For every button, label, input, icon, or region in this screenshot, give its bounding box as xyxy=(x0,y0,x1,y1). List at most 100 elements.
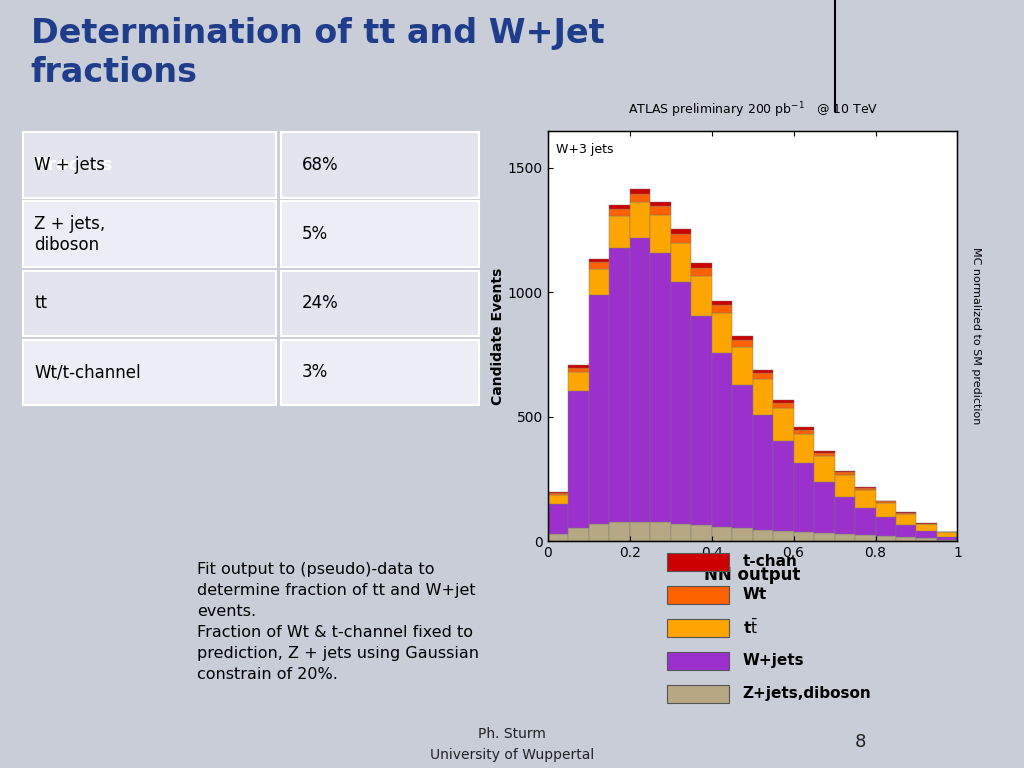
Bar xyxy=(896,525,916,537)
Bar xyxy=(568,366,589,368)
Bar xyxy=(630,190,650,194)
Bar xyxy=(668,553,729,571)
Text: Z + jets,
diboson: Z + jets, diboson xyxy=(35,215,105,253)
Bar xyxy=(671,233,691,243)
Bar xyxy=(896,537,916,541)
Bar xyxy=(753,372,773,379)
Bar xyxy=(568,368,589,372)
Bar xyxy=(568,528,589,541)
Bar xyxy=(671,229,691,233)
Bar xyxy=(773,442,794,531)
Bar xyxy=(896,514,916,525)
Bar xyxy=(773,400,794,403)
Bar xyxy=(609,208,630,217)
Bar xyxy=(650,201,671,207)
Bar xyxy=(609,522,630,541)
Text: Wt/t-channel: Wt/t-channel xyxy=(35,363,141,382)
Bar xyxy=(773,403,794,409)
Text: W+jets: W+jets xyxy=(742,654,805,668)
Bar xyxy=(548,492,568,493)
Bar xyxy=(23,201,276,267)
Bar xyxy=(937,532,957,537)
Bar xyxy=(668,619,729,637)
Bar xyxy=(835,497,855,534)
Bar xyxy=(732,336,753,340)
Bar xyxy=(609,248,630,522)
Bar xyxy=(630,194,650,202)
Bar xyxy=(548,495,568,504)
Bar xyxy=(876,518,896,536)
Y-axis label: MC normalized to SM prediction: MC normalized to SM prediction xyxy=(972,247,981,425)
Bar xyxy=(668,685,729,703)
Text: 24%: 24% xyxy=(302,294,338,313)
Bar xyxy=(589,524,609,541)
Bar xyxy=(568,391,589,528)
Bar xyxy=(548,534,568,541)
Bar xyxy=(855,490,876,508)
Bar xyxy=(630,202,650,237)
Bar xyxy=(650,207,671,215)
Bar xyxy=(916,524,937,531)
Bar xyxy=(23,132,276,198)
Bar xyxy=(876,502,896,503)
Text: W + jets: W + jets xyxy=(35,156,105,174)
Bar xyxy=(814,451,835,453)
Bar xyxy=(671,282,691,524)
Text: 5%: 5% xyxy=(302,225,328,243)
Bar xyxy=(23,339,276,406)
Bar xyxy=(855,535,876,541)
Bar xyxy=(712,301,732,305)
Bar xyxy=(835,534,855,541)
Bar xyxy=(568,372,589,391)
Bar xyxy=(691,525,712,541)
Bar xyxy=(650,215,671,253)
Bar xyxy=(589,263,609,269)
Text: Ph. Sturm: Ph. Sturm xyxy=(478,727,546,741)
Bar xyxy=(814,482,835,533)
X-axis label: NN output: NN output xyxy=(705,566,801,584)
Bar xyxy=(630,237,650,521)
Bar xyxy=(794,532,814,541)
Bar xyxy=(691,267,712,276)
Text: t$\bar{\mathrm{t}}$: t$\bar{\mathrm{t}}$ xyxy=(742,618,758,637)
Bar xyxy=(753,379,773,415)
Bar xyxy=(773,409,794,442)
Bar xyxy=(732,386,753,528)
Bar xyxy=(732,347,753,386)
Text: Process: Process xyxy=(35,156,113,174)
Text: 68%: 68% xyxy=(302,156,338,174)
Bar xyxy=(23,270,276,336)
Bar xyxy=(650,253,671,522)
Bar xyxy=(855,487,876,488)
Text: 3%: 3% xyxy=(302,363,328,382)
Bar xyxy=(937,537,957,540)
Bar xyxy=(814,456,835,482)
Bar xyxy=(609,204,630,208)
Text: tt: tt xyxy=(35,294,47,313)
Bar xyxy=(896,513,916,514)
Bar xyxy=(589,295,609,524)
Bar xyxy=(650,522,671,541)
Bar xyxy=(671,243,691,282)
Bar xyxy=(937,540,957,541)
Bar xyxy=(732,340,753,347)
Bar xyxy=(814,453,835,456)
Text: ATLAS preliminary 200 pb$^{-1}$   @ 10 TeV: ATLAS preliminary 200 pb$^{-1}$ @ 10 TeV xyxy=(628,101,878,121)
Text: Wt: Wt xyxy=(742,588,767,602)
Bar xyxy=(668,652,729,670)
Bar xyxy=(753,369,773,372)
Bar xyxy=(814,533,835,541)
Bar xyxy=(916,538,937,541)
Bar xyxy=(281,132,479,198)
Bar xyxy=(712,527,732,541)
Text: Z+jets,diboson: Z+jets,diboson xyxy=(742,687,871,701)
Bar xyxy=(794,427,814,429)
Text: Determination of tt and W+Jet
fractions: Determination of tt and W+Jet fractions xyxy=(31,17,604,89)
Bar xyxy=(609,217,630,248)
Bar xyxy=(794,464,814,532)
Bar xyxy=(794,434,814,464)
Bar xyxy=(691,316,712,525)
Bar xyxy=(281,201,479,267)
Bar xyxy=(835,475,855,497)
Bar xyxy=(630,521,650,541)
